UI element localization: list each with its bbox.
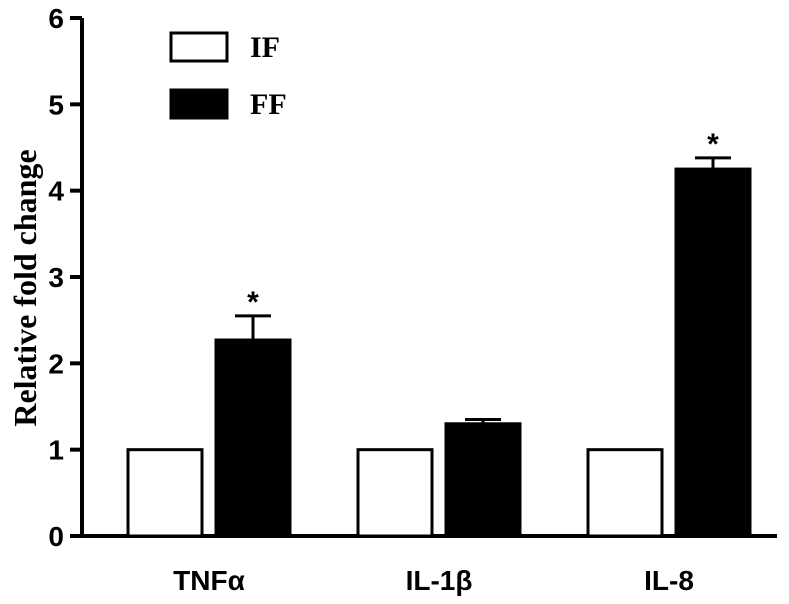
y-tick-label: 0 [48, 521, 64, 552]
bars: ** [126, 128, 752, 538]
legend: IF FF [169, 31, 287, 121]
x-tick-label: IL-1β [406, 565, 473, 596]
x-tick-label: TNFα [173, 565, 245, 596]
legend-swatch-if [169, 31, 229, 63]
significance-marker: * [707, 128, 719, 161]
bar-ff-1 [444, 422, 522, 538]
bar-ff-0 [214, 338, 292, 538]
x-tick-label: IL-8 [644, 565, 694, 596]
bar-if-1 [356, 448, 434, 538]
legend-swatch-ff [169, 88, 229, 120]
y-tick-label: 2 [48, 348, 64, 379]
y-tick-label: 6 [48, 3, 64, 34]
bar-if-0 [126, 448, 204, 538]
bar-ff-2 [674, 167, 752, 538]
y-tick-label: 4 [48, 176, 64, 207]
y-tick-label: 3 [48, 262, 64, 293]
y-axis-label: Relative fold change [7, 149, 43, 426]
legend-label-if: IF [250, 31, 280, 64]
significance-marker: * [247, 286, 259, 319]
legend-label-ff: FF [250, 88, 287, 121]
bar-if-2 [586, 448, 664, 538]
y-tick-label: 1 [48, 435, 64, 466]
y-tick-label: 5 [48, 89, 64, 120]
